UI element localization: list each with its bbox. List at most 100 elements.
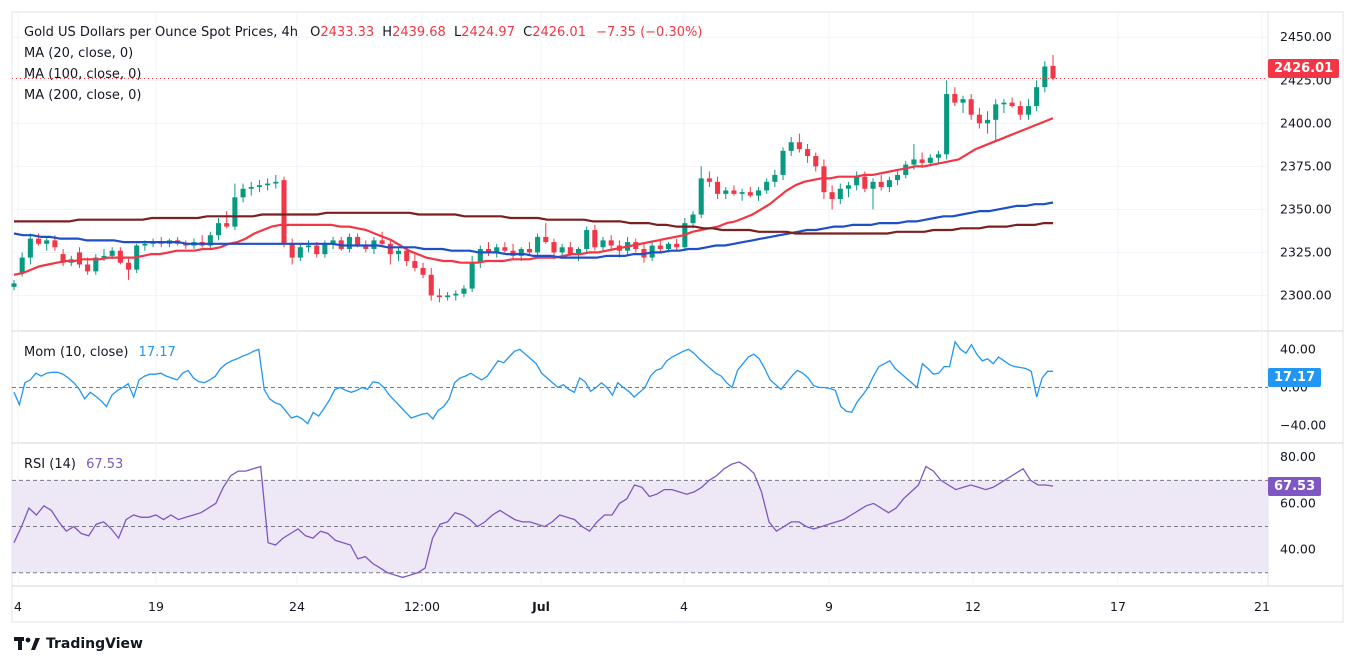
rsi-line: [13, 461, 1054, 579]
price-tick-label: 2300.00: [1280, 287, 1332, 302]
candle: [453, 290, 459, 301]
mom-legend: Mom (10, close) 17.17: [24, 342, 176, 363]
candle-body: [387, 243, 393, 255]
candle: [1034, 80, 1040, 112]
candle: [93, 254, 99, 275]
candle: [780, 147, 786, 181]
candle: [461, 285, 467, 298]
candle: [297, 243, 303, 262]
candle: [788, 137, 794, 157]
price-tick-label: 2350.00: [1280, 201, 1332, 216]
candle-body: [109, 250, 115, 256]
candle: [985, 111, 991, 134]
candle-body: [976, 114, 982, 124]
chart-frame: [11, 11, 1344, 623]
last-price-tag: 2426.01: [1268, 59, 1340, 78]
candle-body: [101, 255, 107, 258]
candle-body: [461, 288, 467, 294]
candle: [870, 178, 876, 210]
rsi-tick-label: 80.00: [1280, 449, 1316, 464]
candle-body: [993, 104, 999, 120]
candle: [395, 247, 402, 262]
candle: [125, 257, 132, 280]
candle-body: [93, 257, 99, 272]
candle: [256, 180, 262, 193]
candle: [535, 233, 541, 256]
candle: [993, 99, 999, 141]
candle-body: [240, 188, 246, 198]
candle: [11, 279, 17, 291]
candle-body: [985, 119, 991, 124]
candle: [764, 178, 770, 194]
candle: [1042, 61, 1048, 93]
candle: [944, 80, 950, 160]
candle-body: [723, 190, 729, 194]
candle-body: [665, 243, 672, 249]
candle-body: [690, 214, 696, 224]
candle-body: [207, 235, 213, 246]
candle-body: [862, 176, 868, 189]
candle-body: [1017, 106, 1023, 115]
candle-body: [485, 248, 492, 253]
candle-body: [502, 247, 508, 251]
candle-body: [657, 245, 663, 249]
candle: [248, 181, 254, 196]
candle-body: [404, 250, 410, 262]
symbol-legend: Gold US Dollars per Ounce Spot Prices, 4…: [24, 22, 702, 43]
candle-body: [935, 154, 942, 158]
candle: [903, 161, 909, 179]
candle-body: [543, 236, 549, 243]
time-tick-label: 4: [680, 599, 688, 614]
candle-body: [469, 262, 475, 289]
candle-body: [314, 245, 320, 255]
candle-body: [895, 174, 901, 181]
mom-line: [13, 340, 1053, 425]
candle-body: [886, 180, 892, 187]
candle-body: [731, 190, 737, 194]
candle: [338, 236, 344, 251]
candle: [117, 247, 123, 265]
time-tick-label: 9: [825, 599, 833, 614]
candle-body: [330, 240, 336, 244]
candle-body: [526, 248, 532, 253]
candle: [796, 133, 802, 153]
time-tick-label: 12:00: [404, 599, 440, 614]
candle: [379, 231, 385, 248]
candle: [240, 183, 246, 203]
candle-body: [903, 164, 909, 175]
candle-body: [715, 181, 721, 194]
candle-body: [952, 94, 958, 103]
candle-body: [772, 174, 778, 182]
candle-body: [600, 240, 606, 248]
candle-body: [142, 243, 148, 246]
candle: [837, 183, 843, 205]
low-value: 2424.97: [461, 25, 515, 40]
open-value: 2433.33: [320, 25, 375, 40]
candle-body: [1042, 66, 1048, 88]
candle-body: [215, 223, 222, 236]
candle: [387, 240, 393, 265]
candle: [829, 185, 835, 210]
candle: [85, 257, 91, 275]
candle-body: [232, 197, 238, 227]
ma100-legend: MA (100, close, 0): [24, 67, 142, 82]
candle: [960, 95, 966, 113]
candle-body: [739, 192, 745, 194]
candle: [649, 240, 655, 262]
candle: [289, 238, 295, 265]
candle-body: [428, 274, 434, 296]
candle: [420, 262, 426, 279]
candlestick-series: [11, 54, 1268, 303]
ma200-legend: MA (200, close, 0): [24, 88, 142, 103]
candle: [805, 143, 811, 163]
candle-body: [674, 243, 680, 248]
candle-body: [592, 230, 598, 248]
mom-tick-label: −40.00: [1280, 418, 1326, 433]
time-tick-label: 17: [1110, 599, 1126, 614]
candle: [1001, 99, 1007, 113]
candle-body: [395, 250, 402, 255]
candle-body: [960, 99, 966, 103]
candle: [526, 242, 532, 255]
time-tick-label: 19: [148, 599, 164, 614]
candle: [445, 292, 451, 301]
